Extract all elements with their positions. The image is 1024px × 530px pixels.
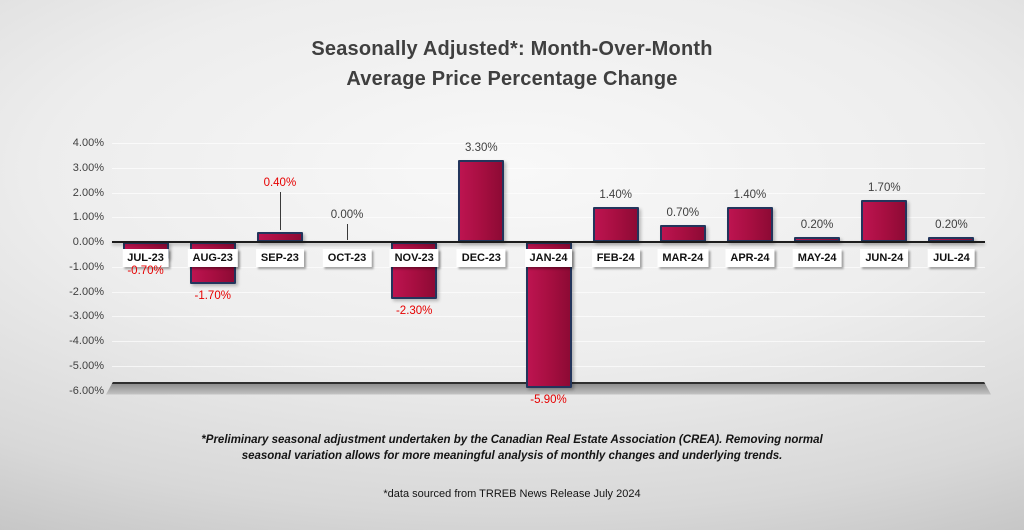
x-axis-label: SEP-23 — [255, 249, 304, 267]
bar — [256, 232, 303, 242]
y-axis-tick-label: 3.00% — [72, 161, 104, 174]
gridline — [112, 192, 985, 194]
y-axis-tick-label: -4.00% — [69, 335, 104, 347]
y-axis-tick-label: -3.00% — [69, 310, 104, 323]
bar-value-label: 0.40% — [263, 177, 297, 190]
bar-value-label: 3.30% — [465, 142, 498, 155]
bar — [928, 237, 975, 242]
y-axis-tick-label: 0.00% — [72, 236, 104, 248]
bar — [592, 207, 639, 242]
chart-title-line1: Seasonally Adjusted*: Month-Over-Month — [311, 38, 713, 60]
bar — [659, 224, 706, 242]
bar-value-label: 0.70% — [666, 206, 700, 219]
x-axis-label: MAY-24 — [792, 249, 842, 267]
y-axis-tick-label: 2.00% — [72, 186, 104, 199]
bar-value-label: 1.70% — [867, 181, 901, 194]
y-axis-tick-label: -1.00% — [69, 260, 104, 273]
y-axis-tick-label: -5.00% — [69, 359, 104, 372]
chart-title: Seasonally Adjusted*: Month-Over-Month A… — [0, 34, 1024, 94]
x-axis-label: APR-24 — [725, 249, 775, 267]
bar-value-label: -1.70% — [194, 290, 231, 303]
y-axis-tick-label: -6.00% — [69, 384, 104, 397]
bar-value-label: -2.30% — [395, 304, 433, 317]
bar — [726, 207, 773, 242]
x-axis-label: NOV-23 — [389, 249, 439, 267]
x-axis-label: JUL-24 — [928, 249, 975, 267]
x-axis-label: DEC-23 — [456, 249, 506, 267]
gridline — [112, 143, 985, 144]
x-axis-label: JAN-24 — [524, 249, 573, 267]
y-axis-tick-label: 1.00% — [72, 211, 104, 224]
x-axis-label: FEB-24 — [591, 249, 640, 267]
x-axis-label: MAR-24 — [657, 249, 709, 267]
gridline — [112, 217, 985, 219]
callout-leader-line — [279, 192, 281, 231]
x-axis-zero-line — [112, 241, 985, 243]
bar-value-label: 0.20% — [935, 219, 968, 232]
bar — [458, 160, 505, 242]
bar-value-label: -0.70% — [127, 265, 164, 278]
footnote-crea-line1: *Preliminary seasonal adjustment underta… — [201, 434, 823, 446]
bar-value-label: 1.40% — [599, 189, 632, 202]
bar-value-label: 0.20% — [800, 219, 834, 232]
x-axis-label: OCT-23 — [322, 249, 372, 267]
chart-title-line2: Average Price Percentage Change — [346, 68, 678, 90]
bar — [794, 237, 841, 242]
bar — [861, 199, 908, 242]
callout-leader-line — [347, 224, 349, 240]
x-axis-label: JUN-24 — [860, 249, 909, 267]
x-axis-label: AUG-23 — [187, 249, 238, 267]
gridline — [112, 167, 985, 169]
bar-value-label: -5.90% — [530, 394, 567, 407]
footnote-source: *data sourced from TRREB News Release Ju… — [383, 488, 641, 500]
footnote-crea: *Preliminary seasonal adjustment underta… — [0, 432, 1024, 464]
x-axis-label: JUL-23 — [122, 249, 169, 267]
bar-value-label: 0.00% — [330, 209, 364, 221]
y-axis-tick-label: 4.00% — [72, 137, 104, 149]
bar-value-label: 1.40% — [733, 189, 767, 202]
footnote-crea-line2: seasonal variation allows for more meani… — [241, 450, 783, 462]
y-axis-tick-label: -2.00% — [69, 285, 104, 298]
